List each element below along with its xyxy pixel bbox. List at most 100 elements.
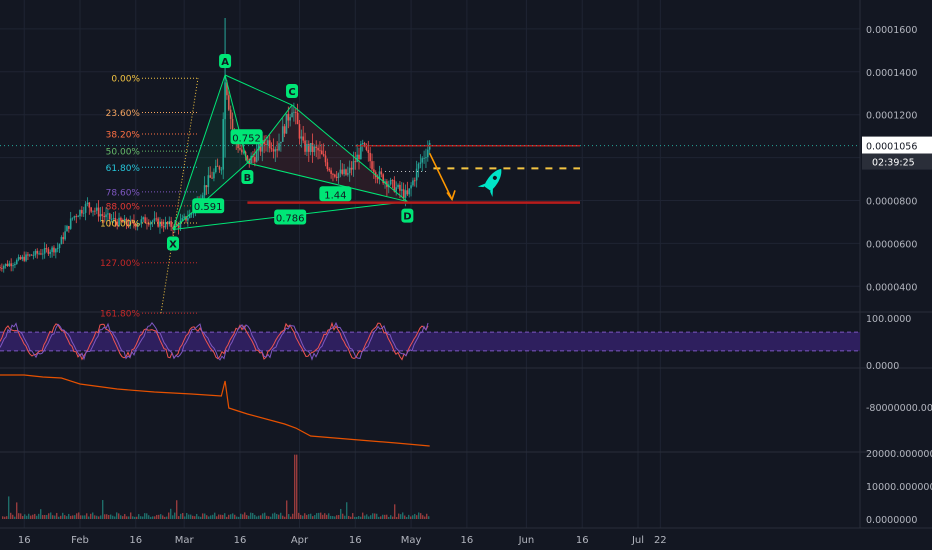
volume-bar: [366, 514, 368, 519]
candle-body: [231, 118, 234, 133]
volume-bar: [206, 515, 208, 519]
candle-body: [218, 166, 221, 170]
candle-body: [190, 213, 193, 215]
time-tick-label: 16: [576, 535, 589, 546]
volume-bar: [338, 515, 340, 519]
candle-body: [121, 220, 124, 223]
candle-body: [170, 221, 172, 227]
candle-body: [304, 140, 306, 152]
volume-bar: [10, 512, 12, 519]
volume-bar: [290, 516, 292, 519]
fib-level-label: 0.00%: [111, 75, 140, 85]
volume-bar: [216, 516, 218, 519]
volume-bar: [146, 513, 148, 519]
volume-bar: [8, 496, 10, 519]
candle-body: [6, 263, 9, 267]
volume-bar: [402, 512, 404, 519]
time-tick-label: May: [401, 535, 422, 546]
candle-body: [25, 254, 27, 261]
volume-bar: [46, 515, 48, 519]
volume-bar: [142, 516, 144, 519]
volume-bar: [258, 515, 260, 519]
candle-body: [56, 248, 59, 249]
volume-bar: [384, 514, 386, 519]
volume-bar: [282, 515, 284, 519]
pattern-leg: [224, 74, 293, 106]
candle-body: [265, 144, 267, 146]
volume-bar: [184, 516, 186, 519]
volume-bar: [14, 516, 16, 519]
volume-bar: [334, 516, 336, 519]
time-tick-label: 16: [349, 535, 362, 546]
candle-body: [8, 263, 11, 267]
volume-bar: [280, 512, 282, 519]
volume-bar: [270, 516, 272, 519]
candle-body: [58, 244, 61, 249]
price-tick-label: 0.0001400: [866, 68, 917, 79]
volume-bar: [224, 513, 226, 519]
candle-body: [69, 218, 72, 229]
volume-bar: [306, 514, 308, 519]
candle-body: [306, 143, 308, 152]
ratio-badge: 0.786: [274, 209, 307, 225]
volume-bar: [44, 514, 46, 519]
candle-body: [0, 267, 1, 269]
candle-body: [317, 147, 319, 151]
candle-body: [255, 150, 258, 162]
candle-body: [254, 157, 256, 162]
volume-bar: [302, 515, 304, 519]
candle-body: [242, 151, 245, 153]
candle-body: [408, 188, 411, 195]
candle-body: [285, 113, 288, 134]
volume-bar: [428, 516, 430, 519]
candle-body: [352, 161, 355, 170]
volume-bar: [58, 516, 60, 519]
volume-bar: [326, 514, 328, 519]
volume-bar: [320, 512, 322, 519]
rsi-pane[interactable]: [0, 321, 860, 361]
volume-bar: [388, 516, 390, 519]
candle-body: [400, 189, 403, 191]
volume-bar: [222, 514, 224, 519]
price-pane[interactable]: 0.00% 23.60% 38.20% 50.00% 61.80% 78.60% 88.00…: [0, 18, 860, 320]
volume-pane[interactable]: [2, 454, 430, 519]
volume-bar: [86, 513, 88, 519]
obv-pane[interactable]: [0, 374, 430, 447]
volume-bar: [204, 513, 206, 519]
pattern-leg: [172, 162, 248, 230]
volume-bar: [262, 513, 264, 519]
pattern-triangle-bcd: [247, 105, 408, 202]
volume-bar: [232, 513, 234, 519]
volume-bar: [370, 515, 372, 519]
candle-body: [148, 223, 150, 225]
volume-bar: [52, 515, 54, 519]
volume-bar: [96, 515, 98, 519]
price-tick-label: 0.0000800: [866, 197, 917, 208]
axes: 0.00016000.00014000.00012000.00010000.00…: [18, 25, 932, 546]
candle-body: [86, 202, 89, 205]
volume-bar: [136, 516, 138, 519]
time-tick-label: 16: [129, 535, 142, 546]
volume-bar: [106, 514, 108, 519]
candle-body: [313, 146, 316, 153]
volume-bar: [260, 515, 262, 519]
candle-body: [211, 177, 213, 179]
candle-body: [51, 247, 53, 252]
obv-line: [0, 374, 430, 447]
candle-body: [175, 223, 178, 226]
time-tick-label: Apr: [291, 535, 309, 546]
candle-body: [116, 221, 118, 226]
ratio-label: 0.591: [194, 202, 223, 213]
volume-bar: [182, 513, 184, 519]
candle-body: [311, 142, 314, 153]
candle-body: [425, 157, 427, 159]
volume-bar: [132, 516, 134, 519]
volume-bar: [284, 516, 286, 519]
candle-body: [21, 256, 24, 260]
countdown-label: 02:39:25: [872, 158, 915, 169]
ratio-badge: 0.752: [230, 129, 263, 145]
volume-bar: [272, 513, 274, 519]
candle-body: [354, 161, 357, 163]
